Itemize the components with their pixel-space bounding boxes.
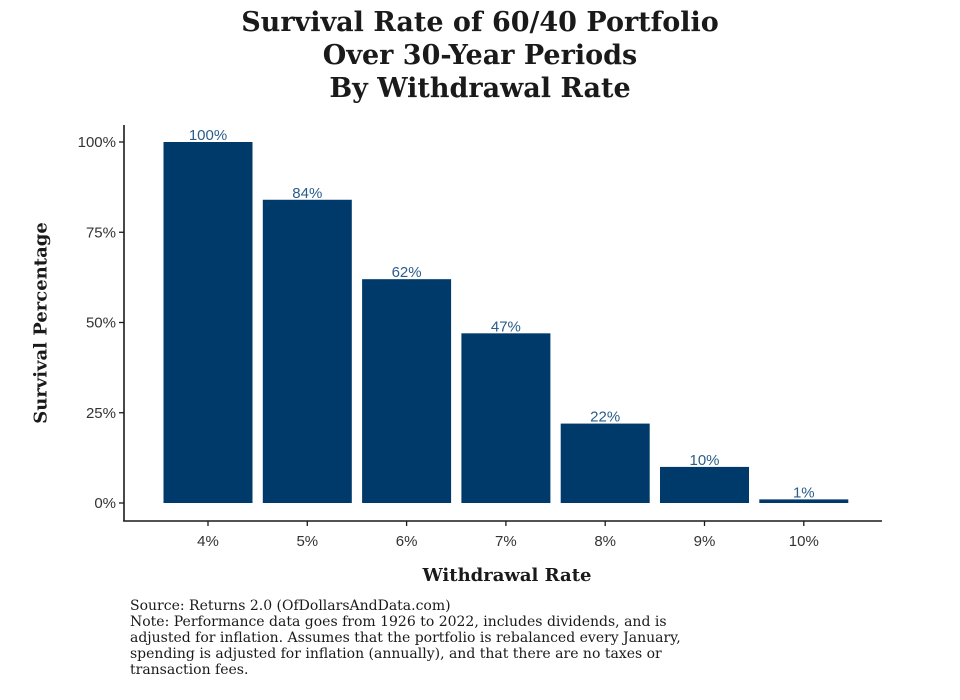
y-tick-label: 75% [86,224,116,241]
y-tick-label: 50% [86,315,116,332]
bar [660,466,749,503]
x-tick-label: 4% [197,533,219,550]
y-axis-label: Survival Percentage [30,222,52,424]
x-tick-label: 7% [495,533,517,550]
bar [560,423,650,503]
bar-value-label: 62% [392,264,422,281]
bar-value-label: 1% [793,484,815,501]
bar [362,279,452,503]
x-tick-label: 5% [296,533,318,550]
bar-value-label: 100% [189,127,227,144]
source-line: Source: Returns 2.0 (OfDollarsAndData.co… [130,598,451,614]
y-tick-label: 0% [94,495,116,512]
x-tick-label: 8% [594,533,616,550]
bar-value-label: 22% [590,409,620,426]
bar [163,142,253,503]
note-line-1: Note: Performance data goes from 1926 to… [130,614,667,630]
note-line-4: transaction fees. [130,662,249,678]
x-tick-label: 6% [396,533,418,550]
chart-title-line-1: Survival Rate of 60/40 Portfolio [241,7,719,38]
chart-title-line-3: By Withdrawal Rate [329,73,631,104]
bar [262,199,352,503]
note-line-3: spending is adjusted for inflation (annu… [130,646,662,662]
x-axis-label: Withdrawal Rate [422,565,592,586]
y-tick-label: 25% [86,405,116,422]
bar-value-label: 84% [292,185,322,202]
bar-value-label: 47% [491,318,521,335]
chart-notes: Source: Returns 2.0 (OfDollarsAndData.co… [130,598,930,678]
y-tick-label: 100% [78,134,116,151]
chart-title: Survival Rate of 60/40 Portfolio Over 30… [0,6,960,105]
chart-title-line-2: Over 30-Year Periods [322,40,638,71]
note-line-2: adjusted for inflation. Assumes that the… [130,630,681,646]
bar-value-label: 10% [689,452,719,469]
x-tick-label: 9% [694,533,716,550]
x-tick-label: 10% [789,533,819,550]
bar [461,333,551,503]
bar [759,499,849,503]
